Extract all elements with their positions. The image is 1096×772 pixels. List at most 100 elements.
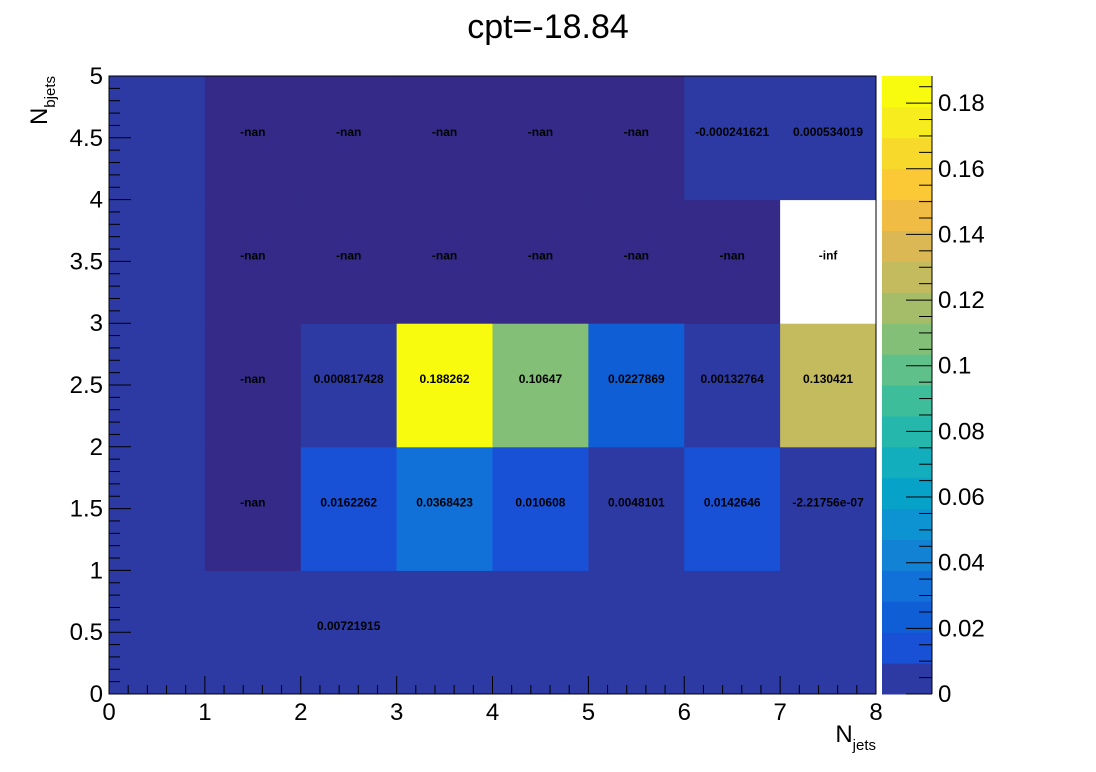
palette-tick-label: 0.18 <box>938 90 985 117</box>
cell-value-label: 0.0142646 <box>704 496 761 510</box>
cell-value-label: 0.00721915 <box>317 619 381 633</box>
x-axis-title: Njets <box>835 721 876 754</box>
y-tick-label: 3 <box>90 310 103 337</box>
color-palette-axis: 0 0.02 0.04 0.06 0.08 0.1 0.12 0.14 0.16 0.18 <box>906 76 985 708</box>
cell-value-label: -nan <box>336 248 361 262</box>
cell-value-label: -nan <box>432 248 457 262</box>
palette-tick-label: 0.14 <box>938 221 985 248</box>
x-tick-label: 3 <box>390 699 403 726</box>
x-tick-label: 6 <box>678 699 691 726</box>
cell-value-label: -nan <box>624 248 649 262</box>
y-axis: 0 0.5 1 1.5 2 2.5 3 3.5 4 4.5 5 <box>70 63 131 708</box>
heatmap-cell <box>300 76 398 201</box>
heatmap-cell <box>300 570 398 695</box>
chart-title: cpt=-18.84 <box>467 8 629 46</box>
palette-swatch <box>882 199 932 231</box>
cell-value-label: -2.21756e-07 <box>792 496 864 510</box>
heatmap-cell <box>684 446 781 571</box>
heatmap-cell <box>204 570 302 695</box>
cell-value-label: 0.00132764 <box>700 372 764 386</box>
heatmap-cell <box>492 570 589 695</box>
heatmap-cell <box>780 199 877 324</box>
cell-value-label: -nan <box>528 248 553 262</box>
heatmap-cell <box>204 323 302 448</box>
cell-value-label: 0.10647 <box>519 372 563 386</box>
y-axis-title-sub: bjets <box>42 76 59 108</box>
palette-tick-label: 0.08 <box>938 418 985 445</box>
heatmap-cell <box>492 199 589 324</box>
heatmap-cell <box>588 323 685 448</box>
palette-swatch <box>882 539 932 571</box>
x-tick-label: 0 <box>102 699 115 726</box>
y-tick-label: 3.5 <box>70 248 103 275</box>
cell-value-label: -nan <box>432 125 457 139</box>
palette-swatch <box>882 137 932 170</box>
x-axis-title-main: N <box>835 721 852 748</box>
cell-value-label: -nan <box>624 125 649 139</box>
heatmap-cell <box>396 199 493 324</box>
heatmap-cell <box>300 323 398 448</box>
palette-tick-label: 0.16 <box>938 156 985 183</box>
palette-swatch <box>882 601 932 633</box>
cell-value-label: -nan <box>240 372 265 386</box>
heatmap-cell-labels: 0.00721915 -nan 0.0162262 0.0368423 0.010608… <box>240 125 864 633</box>
heatmap-cell <box>204 446 302 571</box>
cell-value-label: 0.0368423 <box>416 496 473 510</box>
x-tick-label: 8 <box>869 699 882 726</box>
heatmap-cell <box>396 76 493 201</box>
cell-value-label: 0.0162262 <box>320 496 377 510</box>
heatmap-cell <box>684 199 781 324</box>
palette-tick-label: 0.02 <box>938 615 985 642</box>
cell-value-label: 0.0048101 <box>608 496 665 510</box>
palette-swatch <box>882 570 932 602</box>
y-tick-label: 2 <box>90 434 103 461</box>
palette-swatch <box>882 477 932 510</box>
y-tick-label: 4.5 <box>70 125 103 152</box>
heatmap-cells <box>109 76 877 695</box>
cell-value-label: -0.000241621 <box>695 125 769 139</box>
palette-tick-label: 0.12 <box>938 287 985 314</box>
y-axis-title-main: N <box>26 108 53 125</box>
y-tick-label: 0.5 <box>70 619 103 646</box>
heatmap-cell <box>684 76 781 201</box>
heatmap-cell <box>588 199 685 324</box>
heatmap-cell <box>204 199 302 324</box>
y-tick-label: 1 <box>90 557 103 584</box>
palette-swatch <box>882 632 932 664</box>
x-tick-label: 1 <box>198 699 211 726</box>
cell-value-label: -nan <box>528 125 553 139</box>
cell-value-label: 0.000817428 <box>314 372 384 386</box>
heatmap-cell <box>588 446 685 571</box>
cell-value-label: -nan <box>240 248 265 262</box>
heatmap-cell <box>780 570 877 695</box>
heatmap-cell <box>300 199 398 324</box>
palette-swatch <box>882 230 932 262</box>
heatmap-cell <box>204 76 302 201</box>
y-axis-title: Nbjets <box>26 76 59 125</box>
cell-value-label: 0.010608 <box>515 496 565 510</box>
x-tick-label: 4 <box>486 699 499 726</box>
palette-swatch <box>882 168 932 201</box>
cell-value-label: 0.0227869 <box>608 372 665 386</box>
palette-swatch <box>882 76 932 108</box>
x-axis-title-sub: jets <box>852 737 876 754</box>
palette-tick-label: 0 <box>938 681 951 708</box>
heatmap-cell <box>780 446 877 571</box>
y-tick-label: 5 <box>90 63 103 90</box>
heatmap-cell <box>780 323 877 448</box>
cell-value-label: 0.000534019 <box>793 125 863 139</box>
cell-value-label: -inf <box>819 248 839 262</box>
cell-value-label: -nan <box>240 125 265 139</box>
heatmap-cell <box>588 76 685 201</box>
heatmap-cell <box>492 323 589 448</box>
y-tick-label: 0 <box>90 681 103 708</box>
y-tick-label: 2.5 <box>70 372 103 399</box>
heatmap-cell <box>684 570 781 695</box>
heatmap-cell <box>396 570 493 695</box>
heatmap-cell <box>684 323 781 448</box>
cell-value-label: -nan <box>336 125 361 139</box>
cell-value-label: 0.130421 <box>803 372 853 386</box>
palette-tick-label: 0.1 <box>938 353 971 380</box>
cell-value-label: 0.188262 <box>420 372 470 386</box>
